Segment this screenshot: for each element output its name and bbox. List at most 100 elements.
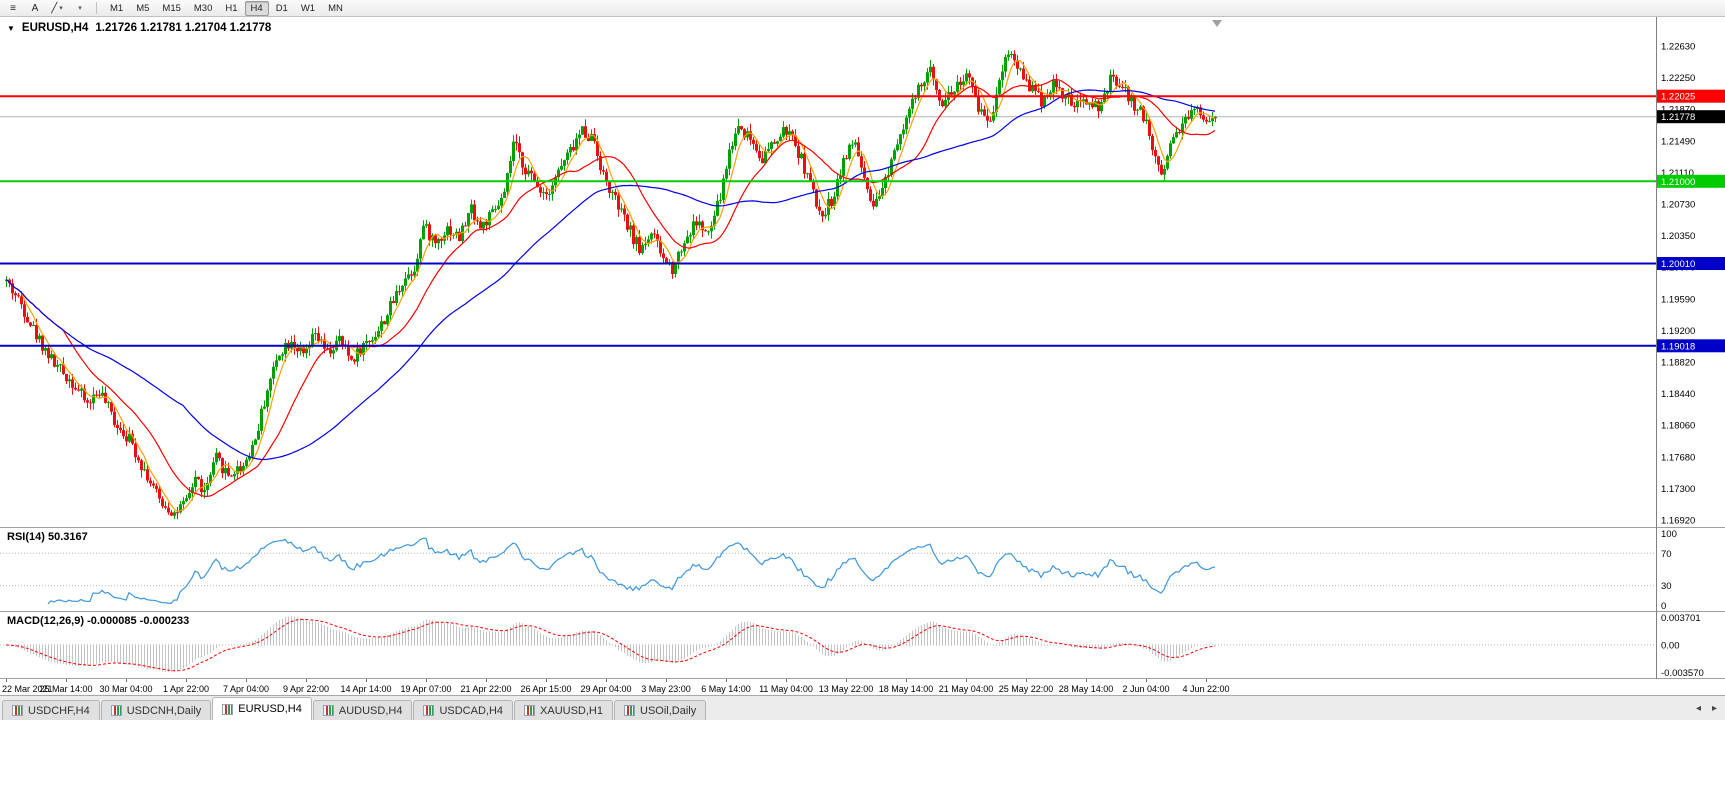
chart-title: ▼ EURUSD,H4 1.21726 1.21781 1.21704 1.21… [7, 22, 271, 34]
charts-list-icon[interactable]: ≡ [10, 2, 16, 14]
rsi-line [47, 537, 1216, 605]
tabs-scroll-left-icon[interactable]: ◂ [1695, 703, 1702, 714]
tabs-scroll-right-icon[interactable]: ▸ [1711, 703, 1718, 714]
chart-tab-icon [222, 703, 234, 715]
macd-axis-label: 0.003701 [1661, 613, 1701, 624]
timeframe-button-m15[interactable]: M15 [162, 2, 181, 14]
timeframe-button-m5[interactable]: M5 [136, 2, 150, 14]
ohlc-values: 1.21726 1.21781 1.21704 1.21778 [95, 22, 272, 34]
svg-text:1.21778: 1.21778 [1661, 112, 1695, 123]
slow-ma-line [5, 89, 1216, 461]
timeframe-button-d1[interactable]: D1 [275, 2, 288, 14]
date-axis-label: 11 May 04:00 [759, 684, 813, 694]
price-axis-label: 1.19200 [1661, 326, 1695, 337]
date-axis-label: 7 Apr 04:00 [223, 684, 269, 694]
objects-tools-button[interactable]: ▾ [69, 1, 89, 16]
macd-signal-line [5, 618, 1216, 672]
price-axis-label: 1.17680 [1661, 452, 1695, 463]
chart-tab-usdcnh-daily[interactable]: USDCNH,Daily [100, 700, 212, 720]
chart-tab-label: XAUUSD,H1 [540, 704, 603, 717]
chart-tab-icon [110, 705, 122, 716]
rsi-axis-label: 100 [1661, 529, 1677, 540]
timeframe-button-w1[interactable]: W1 [300, 2, 316, 14]
svg-text:1.20010: 1.20010 [1661, 259, 1695, 270]
date-axis-label: 3 May 23:00 [641, 684, 691, 694]
chart-tab-label: AUDUSD,H4 [338, 704, 403, 717]
date-axis-label: 1 Apr 22:00 [163, 684, 209, 694]
price-badge-1.20010: 1.20010 [1657, 257, 1725, 270]
chart-tab-label: EURUSD,H4 [238, 703, 302, 715]
down-candle-wicks [9, 50, 1207, 520]
rsi-axis-label: 30 [1661, 581, 1672, 592]
chart-shift-marker[interactable] [1212, 20, 1222, 27]
date-axis-label: 19 Apr 07:00 [400, 684, 451, 694]
draw-tools-button[interactable]: ╱ ▾ [47, 1, 67, 16]
chart-tab-usoil-daily[interactable]: USOil,Daily [614, 700, 707, 720]
date-axis-label: 26 Apr 15:00 [520, 684, 571, 694]
symbol-title: EURUSD,H4 [21, 22, 89, 34]
date-axis-label: 4 Jun 22:00 [1182, 684, 1229, 694]
chart-tab-label: USDCAD,H4 [439, 704, 504, 717]
price-axis-label: 1.20730 [1661, 200, 1695, 211]
price-badge-1.19018: 1.19018 [1657, 339, 1725, 353]
date-axis-label: 22 Mar 2021 [2, 684, 53, 694]
top-toolbar: ≡ A ╱ ▾ ▾ M1 M5 M15 M30 H1 H4 D1 W1 MN [0, 0, 1725, 17]
svg-text:1.19018: 1.19018 [1661, 341, 1695, 352]
macd-histogram [9, 616, 1216, 673]
tab-scroll-arrows: ◂ ▸ [1692, 702, 1721, 720]
date-axis-label: 29 Apr 04:00 [580, 684, 631, 694]
rsi-label: RSI(14) 50.3167 [7, 531, 88, 543]
timeframe-group: M1 M5 M15 M30 H1 H4 D1 W1 MN [104, 0, 349, 16]
date-axis-label: 6 May 14:00 [701, 684, 751, 694]
price-badge-1.22025: 1.22025 [1657, 89, 1725, 103]
toolbar-separator [96, 2, 97, 14]
macd-axis-label: 0.00 [1661, 641, 1680, 652]
price-axis-label: 1.18440 [1661, 389, 1695, 400]
rsi-axis-label: 70 [1661, 549, 1672, 560]
up-candle-bodies [5, 53, 1217, 516]
timeframe-button-h1[interactable]: H1 [225, 2, 238, 14]
price-axis-label: 1.20350 [1661, 231, 1695, 242]
chart-tab-icon [524, 705, 536, 716]
rsi-axis-label: 0 [1661, 601, 1666, 612]
collapse-icon[interactable]: ▼ [7, 23, 15, 33]
date-axis-label: 9 Apr 22:00 [283, 684, 329, 694]
chart-tab-audusd-h4[interactable]: AUDUSD,H4 [312, 700, 413, 720]
chart-tab-icon [12, 705, 23, 716]
price-axis-label: 1.21490 [1661, 136, 1695, 147]
date-axis-label: 30 Mar 04:00 [99, 684, 152, 694]
chart-tab-usdcad-h4[interactable]: USDCAD,H4 [413, 700, 514, 720]
chart-tab-eurusd-h4[interactable]: EURUSD,H4 [212, 697, 312, 720]
up-candle-wicks [6, 50, 1216, 520]
chart-tabs-bar: USDCHF,H4 USDCNH,Daily EURUSD,H4 AUDUSD,H4 U… [0, 695, 1725, 720]
timeframe-button-m30[interactable]: M30 [193, 2, 213, 14]
chart-tab-xauusd-h1[interactable]: XAUUSD,H1 [514, 700, 613, 720]
price-axis-label: 1.18060 [1661, 421, 1695, 432]
down-candle-bodies [8, 53, 1208, 516]
mid-ma-line [5, 78, 1216, 498]
chart-tab-label: USDCNH,Daily [126, 704, 202, 717]
date-axis-label: 21 May 04:00 [939, 684, 994, 694]
price-axis-label: 1.22250 [1661, 73, 1695, 84]
chart-tab-usdchf-h4[interactable]: USDCHF,H4 [2, 700, 100, 720]
timeframe-button-h4[interactable]: H4 [244, 0, 269, 16]
chart-tabs: USDCHF,H4 USDCNH,Daily EURUSD,H4 AUDUSD,H4 U… [2, 696, 1692, 720]
price-axis-label: 1.19590 [1661, 294, 1695, 305]
macd-axis-label: -0.003570 [1661, 668, 1704, 679]
price-axis-label: 1.18820 [1661, 358, 1695, 369]
timeframe-button-m1[interactable]: M1 [110, 2, 124, 14]
chart-canvas[interactable]: 1.226301.222501.218701.214901.211101.207… [0, 17, 1725, 695]
date-axis-label: 25 Mar 14:00 [39, 684, 92, 694]
chart-tab-label: USOil,Daily [640, 704, 697, 717]
draw-tool-icon: ╱ [51, 2, 58, 14]
chevron-down-icon: ▾ [59, 5, 63, 12]
price-axis-label: 1.17300 [1661, 484, 1695, 495]
chart-tab-label: USDCHF,H4 [28, 704, 90, 717]
text-tool-icon[interactable]: A [31, 2, 39, 14]
svg-text:1.21000: 1.21000 [1661, 177, 1695, 188]
price-axis-label: 1.16920 [1661, 516, 1695, 527]
svg-text:1.22025: 1.22025 [1661, 92, 1695, 103]
macd-label: MACD(12,26,9) -0.000085 -0.000233 [7, 615, 190, 627]
timeframe-button-mn[interactable]: MN [328, 2, 343, 14]
